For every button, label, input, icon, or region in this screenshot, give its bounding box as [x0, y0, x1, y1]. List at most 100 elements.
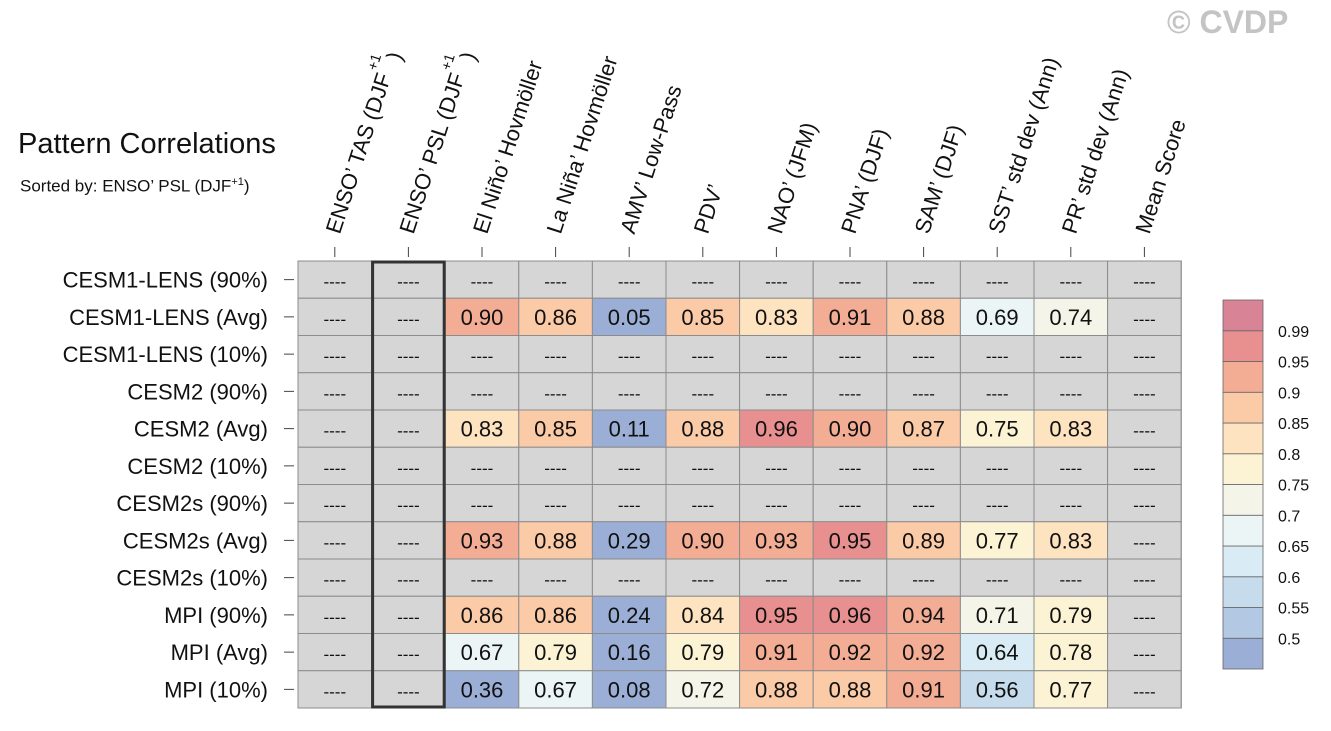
cell-value: 0.88 [755, 677, 798, 702]
heatmap-cell [444, 409, 520, 448]
cell-value: ---- [1133, 571, 1156, 590]
heatmap-cell [297, 484, 373, 523]
column-label: ENSO’ PSL (DJF+1​) [387, 45, 481, 238]
cell-value: ---- [839, 496, 862, 515]
cell-value: 0.83 [1049, 528, 1092, 553]
heatmap-cell [886, 446, 961, 485]
heatmap-cell [1107, 521, 1182, 560]
heatmap-cell [812, 521, 888, 560]
cell-value: 0.85 [534, 417, 577, 442]
cell-value: ---- [544, 459, 567, 478]
cell-value: ---- [1133, 273, 1156, 292]
cell-value: 0.89 [902, 528, 945, 553]
cell-value: ---- [1133, 496, 1156, 515]
cell-value: ---- [986, 273, 1009, 292]
colorbar-bin [1222, 422, 1264, 455]
heatmap-cell [371, 409, 446, 448]
heatmap-cell [812, 335, 888, 374]
colorbar-bin [1222, 484, 1264, 516]
heatmap-cell [518, 595, 593, 634]
cell-value: ---- [1133, 682, 1156, 701]
cell-value: 0.79 [534, 640, 577, 665]
cell-value: 0.69 [976, 305, 1019, 330]
cell-value: ---- [912, 347, 935, 366]
cell-value: ---- [323, 645, 346, 664]
cell-value: 0.79 [681, 640, 724, 665]
cell-value: ---- [839, 571, 862, 590]
row-label: CESM2 (10%) [127, 454, 268, 479]
heatmap-cell [591, 633, 667, 672]
cell-value: ---- [397, 310, 420, 329]
heatmap-cell [1107, 595, 1182, 634]
sorted-column-highlight [371, 260, 446, 709]
heatmap-cell [812, 260, 888, 299]
colorbar-label: 0.5 [1278, 631, 1300, 648]
colorbar-label: 0.95 [1278, 355, 1309, 372]
cell-value: ---- [765, 496, 788, 515]
colorbar-label: 0.65 [1278, 539, 1309, 556]
heatmap-cell [297, 670, 373, 709]
row-label: CESM2s (10%) [116, 566, 268, 591]
cell-value: 0.91 [902, 677, 945, 702]
heatmap-cell [1033, 260, 1109, 299]
column-label: PDV’ [689, 181, 728, 236]
heatmap-cell [886, 260, 961, 299]
cell-value: ---- [912, 571, 935, 590]
row-label: CESM1-LENS (90%) [63, 268, 268, 293]
colorbar-label: 0.55 [1278, 601, 1309, 618]
cell-value: ---- [1133, 422, 1156, 441]
heatmap-cell [665, 595, 741, 634]
cell-value: ---- [471, 384, 494, 403]
row-label: CESM2 (Avg) [134, 417, 268, 442]
heatmap-cell [886, 521, 961, 560]
chart-subtitle: Sorted by: ENSO’ PSL (DJF+1) [20, 176, 250, 196]
cell-value: ---- [323, 496, 346, 515]
cell-value: 0.56 [976, 677, 1019, 702]
cell-value: ---- [986, 571, 1009, 590]
colorbar-bin [1222, 514, 1264, 547]
cell-value: ---- [471, 347, 494, 366]
heatmap-cell [665, 446, 741, 485]
heatmap-frame [297, 260, 1182, 709]
cell-value: 0.94 [902, 603, 945, 628]
cell-value: ---- [618, 496, 641, 515]
column-label: SAM’ (DJF) [910, 121, 969, 236]
cell-value: 0.96 [829, 603, 872, 628]
cell-value: ---- [1059, 571, 1082, 590]
row-label: CESM1-LENS (10%) [63, 342, 268, 367]
heatmap-cell [1033, 446, 1109, 485]
colorbar-bin [1222, 299, 1264, 332]
row-label: MPI (10%) [164, 677, 268, 702]
colorbar-bin [1222, 607, 1264, 639]
cell-value: ---- [397, 347, 420, 366]
cell-value: ---- [765, 273, 788, 292]
cell-value: ---- [471, 459, 494, 478]
heatmap-cell [886, 633, 961, 672]
cell-value: ---- [912, 459, 935, 478]
column-label: La Niña’ Hovmöller [542, 53, 623, 237]
cell-value: 0.36 [461, 677, 504, 702]
cell-value: ---- [397, 645, 420, 664]
cell-value: ---- [323, 533, 346, 552]
colorbar-label: 0.8 [1278, 447, 1300, 464]
cell-value: ---- [986, 384, 1009, 403]
cell-value: 0.95 [755, 603, 798, 628]
heatmap-cell [444, 521, 520, 560]
heatmap-cell [812, 633, 888, 672]
cell-value: ---- [323, 422, 346, 441]
cell-value: ---- [1059, 273, 1082, 292]
cell-value: 0.71 [976, 603, 1019, 628]
cell-value: ---- [397, 384, 420, 403]
cell-value: ---- [323, 310, 346, 329]
cell-value: 0.88 [829, 677, 872, 702]
cell-value: ---- [618, 571, 641, 590]
cell-value: ---- [691, 347, 714, 366]
cell-value: ---- [691, 496, 714, 515]
cell-value: ---- [912, 496, 935, 515]
cell-value: ---- [397, 273, 420, 292]
colorbar-bin [1222, 391, 1264, 424]
column-label: AMV’ Low-Pass [615, 82, 687, 237]
column-label: Mean Score [1130, 116, 1190, 237]
heatmap-cell [1033, 521, 1109, 560]
cell-value: 0.05 [608, 305, 651, 330]
